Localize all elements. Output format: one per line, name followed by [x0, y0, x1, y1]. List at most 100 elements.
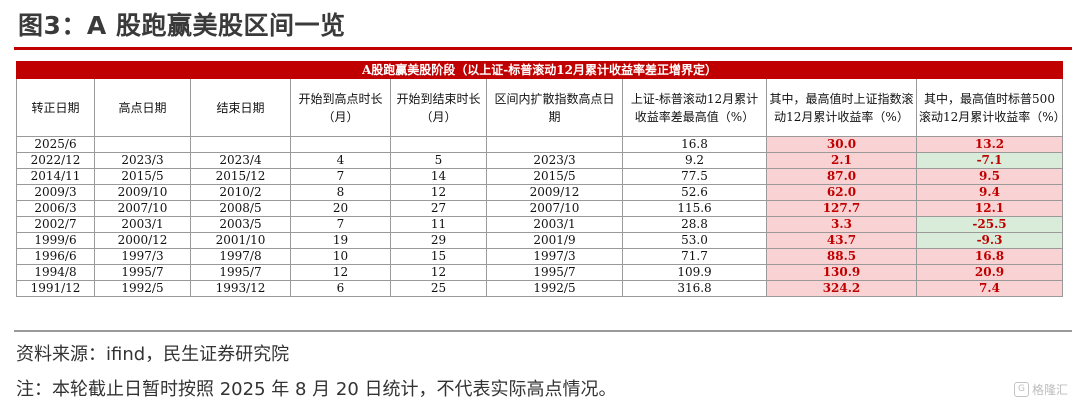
column-header: 其中，最高值时标普500滚动12月累计收益率（%） [916, 78, 1066, 137]
table-cell: 28.8 [622, 216, 767, 233]
table-cell: 3.3 [766, 216, 917, 233]
table-row: 2002/7 2003/1 2003/5 7 11 2003/1 28.8 3.3 -25.5 [16, 216, 1063, 233]
table-row: 2006/3 2007/10 2008/5 20 27 2007/10 115.6 127.7… [16, 200, 1063, 217]
table-cell: 2001/9 [486, 232, 623, 249]
table-cell: 7 [290, 216, 391, 233]
table-cell: 2007/10 [94, 200, 191, 217]
table-row: 2022/12 2023/3 2023/4 4 5 2023/3 9.2 2.1 -7.1 [16, 152, 1063, 169]
table-cell: 2023/3 [486, 152, 623, 169]
table-cell: 2009/3 [16, 184, 95, 201]
table-cell: 77.5 [622, 168, 767, 185]
table-cell: 2025/6 [16, 136, 95, 153]
table-cell: 12.1 [916, 200, 1063, 217]
table-cell: 13.2 [916, 136, 1063, 153]
table-cell: -7.1 [916, 152, 1063, 169]
table-container: A股跑赢美股阶段（以上证-标普滚动12月累计收益率差正增界定） 转正日期 高点日期… [16, 61, 1066, 297]
table-cell: 2023/4 [190, 152, 291, 169]
table-row: 1996/6 1997/3 1997/8 10 15 1997/3 71.7 88.5 16.8 [16, 248, 1063, 265]
table-cell: 16.8 [622, 136, 767, 153]
table-cell: 52.6 [622, 184, 767, 201]
table-row: 2025/6 16.8 30.0 13.2 [16, 136, 1063, 153]
table-cell: 2000/12 [94, 232, 191, 249]
table-cell: 1995/7 [190, 264, 291, 281]
table-cell: 1997/8 [190, 248, 291, 265]
table-cell: 2015/5 [486, 168, 623, 185]
table-cell: 9.2 [622, 152, 767, 169]
table-cell: 16.8 [916, 248, 1063, 265]
watermark-text: 格隆汇 [1031, 383, 1068, 397]
table-cell: 11 [390, 216, 487, 233]
table-cell: 1995/7 [94, 264, 191, 281]
table-cell: 15 [390, 248, 487, 265]
source-note: 资料来源：ifind，民生证券研究院 [16, 344, 290, 365]
table-cell: 62.0 [766, 184, 917, 201]
table-cell: 7.4 [916, 280, 1063, 297]
table-cell: 2007/10 [486, 200, 623, 217]
bottom-divider [14, 330, 1072, 332]
table-cell: 2014/11 [16, 168, 95, 185]
table-cell: 10 [290, 248, 391, 265]
table-cell: 127.7 [766, 200, 917, 217]
table-header-row: 转正日期 高点日期 结束日期 开始到高点时长（月） 开始到结束时长（月） 区间内扩散指数高… [16, 78, 1066, 137]
table-cell: 8 [290, 184, 391, 201]
table-cell [290, 136, 391, 153]
table-cell: 1999/6 [16, 232, 95, 249]
table-cell: 53.0 [622, 232, 767, 249]
table-cell: 25 [390, 280, 487, 297]
table-cell: 1997/3 [486, 248, 623, 265]
column-header: 开始到高点时长（月） [290, 78, 391, 137]
table-row: 2009/3 2009/10 2010/2 8 12 2009/12 52.6 62.0 9.4 [16, 184, 1063, 201]
table-cell: 43.7 [766, 232, 917, 249]
table-cell: 1992/5 [486, 280, 623, 297]
column-header: 开始到结束时长（月） [390, 78, 487, 137]
table-cell: -9.3 [916, 232, 1063, 249]
data-table: A股跑赢美股阶段（以上证-标普滚动12月累计收益率差正增界定） 转正日期 高点日期… [16, 61, 1066, 297]
table-cell: 2015/5 [94, 168, 191, 185]
table-cell: 1997/3 [94, 248, 191, 265]
footnote: 注：本轮截止日暂时按照 2025 年 8 月 20 日统计，不代表实际高点情况。 [16, 379, 617, 400]
table-cell: 4 [290, 152, 391, 169]
table-cell: 1996/6 [16, 248, 95, 265]
table-cell: 2023/3 [94, 152, 191, 169]
table-cell: 14 [390, 168, 487, 185]
table-cell: 2009/10 [94, 184, 191, 201]
table-cell: 1992/5 [94, 280, 191, 297]
table-cell: 1993/12 [190, 280, 291, 297]
table-cell: 2.1 [766, 152, 917, 169]
table-cell: 87.0 [766, 168, 917, 185]
table-body: 2025/6 16.8 30.0 13.2 2022/12 2023/3 2023/4 4 5 2… [16, 136, 1063, 297]
table-cell: 2009/12 [486, 184, 623, 201]
table-row: 2014/11 2015/5 2015/12 7 14 2015/5 77.5 87.0 9.5 [16, 168, 1063, 185]
column-header: 上证-标普滚动12月累计收益率差最高值（%） [622, 78, 767, 137]
table-row: 1991/12 1992/5 1993/12 6 25 1992/5 316.8 324.2 7… [16, 280, 1063, 297]
gelonghui-logo-icon: G [1013, 382, 1029, 397]
table-cell: 1995/7 [486, 264, 623, 281]
table-cell: 130.9 [766, 264, 917, 281]
table-cell: 29 [390, 232, 487, 249]
table-cell: 27 [390, 200, 487, 217]
table-cell: 1994/8 [16, 264, 95, 281]
table-cell: 2022/12 [16, 152, 95, 169]
column-header: 结束日期 [190, 78, 291, 137]
table-cell: 88.5 [766, 248, 917, 265]
table-cell: 2003/1 [94, 216, 191, 233]
table-cell: -25.5 [916, 216, 1063, 233]
table-cell: 6 [290, 280, 391, 297]
table-banner: A股跑赢美股阶段（以上证-标普滚动12月累计收益率差正增界定） [16, 61, 1063, 79]
table-cell: 9.4 [916, 184, 1063, 201]
table-cell: 115.6 [622, 200, 767, 217]
table-cell: 2015/12 [190, 168, 291, 185]
table-cell: 2003/5 [190, 216, 291, 233]
table-cell: 5 [390, 152, 487, 169]
table-cell: 12 [390, 184, 487, 201]
table-cell: 71.7 [622, 248, 767, 265]
table-cell: 19 [290, 232, 391, 249]
table-cell: 12 [390, 264, 487, 281]
table-cell: 7 [290, 168, 391, 185]
table-cell: 12 [290, 264, 391, 281]
table-cell [486, 136, 623, 153]
table-row: 1999/6 2000/12 2001/10 19 29 2001/9 53.0 43.7 -9… [16, 232, 1063, 249]
table-cell: 2006/3 [16, 200, 95, 217]
table-cell: 20.9 [916, 264, 1063, 281]
table-cell: 324.2 [766, 280, 917, 297]
